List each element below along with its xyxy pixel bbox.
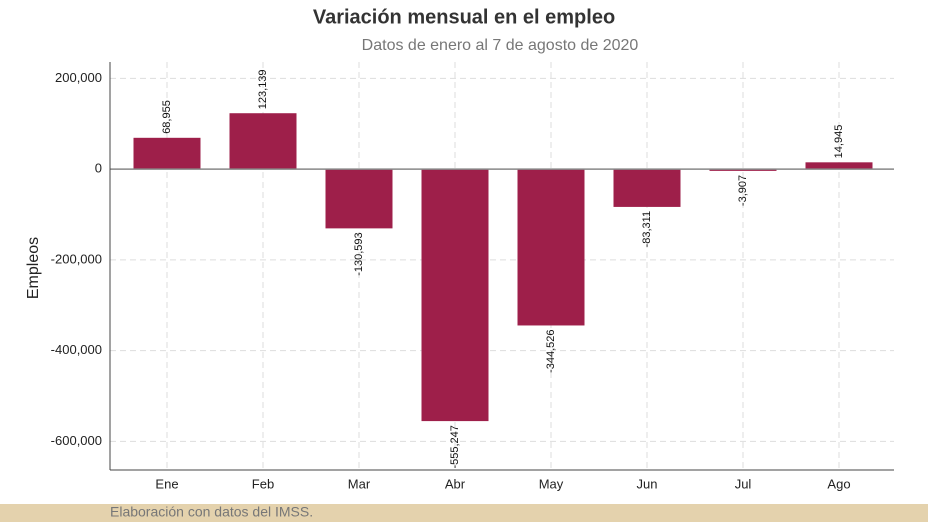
y-tick-label: -600,000: [51, 433, 102, 448]
value-label: -3,907: [737, 175, 749, 206]
bar: [613, 169, 681, 207]
bar: [709, 169, 777, 171]
bar: [805, 162, 873, 170]
bar: [517, 169, 585, 326]
y-axis-label: Empleos: [25, 237, 42, 299]
chart-title: Variación mensual en el empleo: [313, 6, 615, 28]
bar: [229, 113, 297, 170]
value-label: 14,945: [833, 125, 845, 159]
x-tick-label: Ene: [155, 476, 178, 491]
bar: [133, 137, 201, 170]
chart-subtitle: Datos de enero al 7 de agosto de 2020: [362, 37, 639, 54]
value-label: 123,139: [257, 69, 269, 109]
x-tick-label: May: [539, 476, 564, 491]
x-tick-label: Feb: [252, 476, 274, 491]
y-tick-label: 0: [95, 161, 102, 176]
y-tick-label: 200,000: [55, 70, 102, 85]
value-label: -83,311: [641, 211, 653, 248]
value-label: 68,955: [161, 100, 173, 134]
bar: [421, 169, 489, 422]
value-label: -344,526: [545, 329, 557, 372]
bar: [325, 169, 393, 229]
x-tick-label: Abr: [445, 476, 466, 491]
x-tick-label: Jul: [735, 476, 752, 491]
x-tick-label: Mar: [348, 476, 371, 491]
value-label: -130,593: [353, 232, 365, 275]
footer-band: [0, 504, 928, 522]
value-label: -555,247: [449, 425, 461, 468]
x-tick-label: Jun: [637, 476, 658, 491]
y-tick-label: -400,000: [51, 342, 102, 357]
x-tick-label: Ago: [827, 476, 850, 491]
y-tick-label: -200,000: [51, 251, 102, 266]
source-note: Elaboración con datos del IMSS.: [110, 504, 313, 520]
